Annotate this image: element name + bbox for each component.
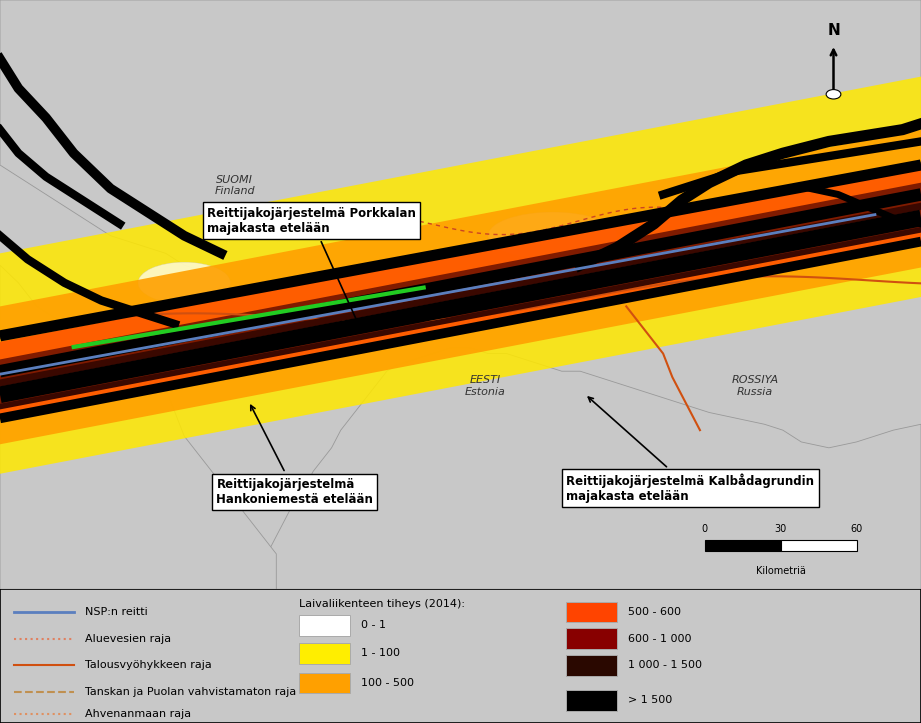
Text: Reittijakojärjestelmä Porkkalan
majakasta etelään: Reittijakojärjestelmä Porkkalan majakast… [207, 207, 416, 332]
Text: 500 - 600: 500 - 600 [628, 607, 682, 617]
Text: NSP:n reitti: NSP:n reitti [85, 607, 147, 617]
Text: Tanskan ja Puolan vahvistamaton raja: Tanskan ja Puolan vahvistamaton raja [85, 688, 296, 697]
Bar [299, 672, 350, 693]
Polygon shape [0, 165, 921, 420]
Text: 100 - 500: 100 - 500 [361, 678, 414, 688]
Bar [299, 615, 350, 636]
Bar [299, 643, 350, 664]
Text: 1 000 - 1 500: 1 000 - 1 500 [628, 661, 702, 670]
Bar [566, 655, 617, 676]
Polygon shape [0, 183, 921, 406]
Polygon shape [0, 77, 921, 474]
Text: EESTI
Estonia: EESTI Estonia [465, 375, 506, 397]
Polygon shape [0, 0, 921, 295]
Bar [705, 540, 781, 551]
Text: Reittijakojärjestelmä Kalbådagrundin
majakasta etelään: Reittijakojärjestelmä Kalbådagrundin maj… [566, 397, 814, 502]
Text: 600 - 1 000: 600 - 1 000 [628, 634, 692, 643]
Bar [781, 540, 857, 551]
Ellipse shape [488, 212, 617, 260]
Polygon shape [0, 129, 921, 445]
Text: 60: 60 [850, 524, 863, 534]
Polygon shape [0, 265, 276, 589]
Text: Talousvyöhykkeen raja: Talousvyöhykkeen raja [85, 661, 212, 670]
Ellipse shape [138, 262, 230, 304]
Text: > 1 500: > 1 500 [628, 696, 672, 705]
Text: Aluevesien raja: Aluevesien raja [85, 634, 171, 643]
Text: 0 - 1: 0 - 1 [361, 620, 386, 630]
Text: Kilometriä: Kilometriä [755, 565, 806, 576]
Bar [566, 602, 617, 623]
Text: N: N [827, 23, 840, 38]
Text: ROSSIYA
Russia: ROSSIYA Russia [731, 375, 779, 397]
Text: 1 - 100: 1 - 100 [361, 649, 400, 659]
Bar [566, 690, 617, 711]
Text: Reittijakojärjestelmä
Hankoniemestä etelään: Reittijakojärjestelmä Hankoniemestä etel… [216, 406, 373, 505]
Text: 30: 30 [775, 524, 787, 534]
Text: Laivaliikenteen tiheys (2014):: Laivaliikenteen tiheys (2014): [299, 599, 465, 609]
Bar [566, 628, 617, 649]
Polygon shape [267, 348, 921, 589]
Text: Ahvenanmaan raja: Ahvenanmaan raja [85, 709, 191, 719]
Ellipse shape [364, 260, 410, 283]
Circle shape [826, 90, 841, 99]
Text: 0: 0 [702, 524, 707, 534]
Text: SUOMI
Finland: SUOMI Finland [215, 175, 255, 197]
